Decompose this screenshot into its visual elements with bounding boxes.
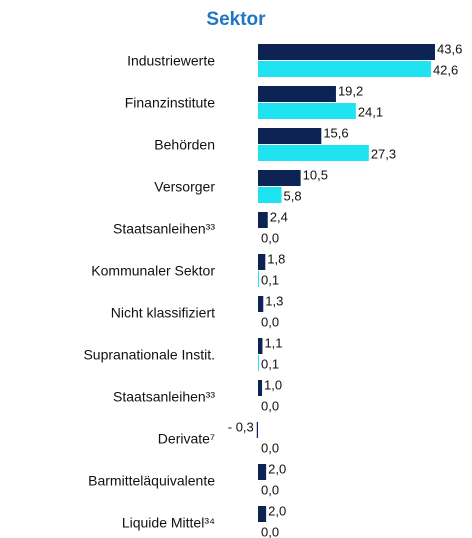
value-label: 10,5 [303, 167, 328, 182]
category-label: Behörden [154, 137, 215, 153]
value-label: 19,2 [338, 83, 363, 98]
bar [258, 464, 267, 480]
value-label: 27,3 [371, 146, 396, 161]
value-label: 1,1 [264, 335, 282, 350]
category-label: Derivate⁷ [158, 431, 215, 447]
value-label: 43,6 [437, 41, 462, 56]
value-label: 1,8 [267, 251, 285, 266]
value-label: 0,0 [261, 230, 279, 245]
bar [258, 86, 336, 102]
category-label: Staatsanleihen³³ [113, 389, 215, 405]
bar [258, 187, 282, 203]
value-label: 1,0 [264, 377, 282, 392]
value-label: 42,6 [433, 62, 458, 77]
value-label: 0,0 [261, 482, 279, 497]
category-label: Supranationale Instit. [83, 347, 215, 363]
bar [258, 355, 259, 371]
bar [258, 103, 356, 119]
bar [258, 61, 431, 77]
value-label: 0,1 [261, 356, 279, 371]
chart-title: Sektor [206, 9, 266, 30]
value-label: 2,0 [268, 461, 286, 476]
value-label: - 0,3 [228, 419, 254, 434]
bar [258, 506, 267, 522]
value-label: 0,0 [261, 524, 279, 538]
value-label: 0,0 [261, 314, 279, 329]
bar [258, 271, 259, 287]
bar [258, 212, 268, 228]
bar [258, 380, 263, 396]
bar [258, 145, 369, 161]
bar [256, 422, 258, 438]
bar [258, 254, 266, 270]
category-label: Liquide Mittel³⁴ [122, 515, 215, 531]
value-label: 0,0 [261, 440, 279, 455]
category-label: Versorger [154, 179, 215, 195]
value-label: 2,0 [268, 503, 286, 518]
bar [258, 44, 435, 60]
category-label: Kommunaler Sektor [91, 263, 215, 279]
bar [258, 128, 322, 144]
category-label: Finanzinstitute [125, 95, 215, 111]
value-label: 0,0 [261, 398, 279, 413]
value-label: 5,8 [284, 188, 302, 203]
category-label: Staatsanleihen³³ [113, 221, 215, 237]
value-label: 2,4 [270, 209, 288, 224]
value-label: 1,3 [265, 293, 283, 308]
category-label: Industriewerte [127, 53, 215, 69]
bar [258, 338, 263, 354]
value-label: 15,6 [323, 125, 348, 140]
value-label: 24,1 [358, 104, 383, 119]
category-label: Nicht klassifiziert [111, 305, 215, 321]
bar [258, 170, 301, 186]
value-label: 0,1 [261, 272, 279, 287]
bar [258, 296, 264, 312]
category-label: Barmitteläquivalente [88, 473, 215, 489]
